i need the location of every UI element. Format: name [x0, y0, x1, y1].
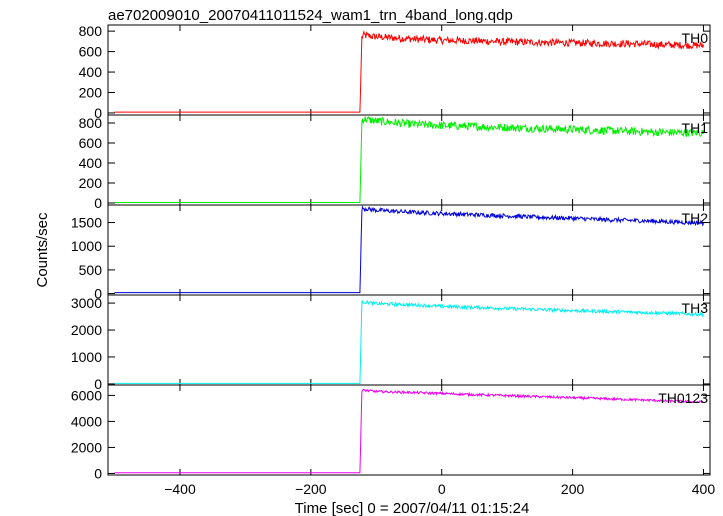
y-tick-label: 1500 [71, 215, 102, 231]
figure-title: ae702009010_20070411011524_wam1_trn_4ban… [108, 7, 513, 24]
y-tick-label: 3000 [71, 295, 102, 311]
series-line-th0123 [114, 388, 704, 474]
y-tick-label: 2000 [71, 322, 102, 338]
y-tick-label: 400 [79, 64, 103, 80]
y-tick-label: 6000 [71, 387, 102, 403]
series-name-label: TH0 [682, 30, 709, 46]
y-tick-label: 1000 [71, 238, 102, 254]
y-tick-label: 0 [94, 105, 102, 121]
x-tick-label: 0 [438, 481, 446, 497]
y-tick-label: 800 [79, 115, 103, 131]
y-tick-label: 0 [94, 376, 102, 392]
series-name-label: TH1 [682, 120, 709, 136]
panel-th0: 0 200 400 600 800 TH0 [79, 23, 711, 121]
x-tick-label: 400 [692, 481, 716, 497]
y-tick-label: 400 [79, 155, 103, 171]
x-tick-label: −400 [164, 481, 196, 497]
y-tick-label: 200 [79, 85, 103, 101]
panel-frame [107, 204, 711, 296]
y-tick-label: 600 [79, 44, 103, 60]
y-axis-label: Counts/sec [34, 212, 51, 288]
x-axis-tick-labels: −400 −200 0 200 400 [164, 481, 715, 497]
y-tick-label: 0 [94, 286, 102, 302]
series-name-label: TH0123 [658, 390, 708, 406]
x-axis-label: Time [sec] 0 = 2007/04/11 01:15:24 [295, 500, 530, 516]
y-tick-label: 4000 [71, 413, 102, 429]
panel-frame [107, 294, 711, 386]
series-line-th2 [114, 205, 704, 294]
series-line-th3 [114, 299, 704, 384]
panel-frame [107, 114, 711, 206]
panel-th2: 0 500 1000 1500 TH2 [71, 204, 711, 302]
series-name-label: TH3 [682, 300, 709, 316]
y-tick-label: 2000 [71, 439, 102, 455]
x-tick-label: −200 [295, 481, 327, 497]
series-line-th1 [114, 116, 704, 203]
panel-th0123: 0 2000 4000 6000 TH0123 [71, 384, 711, 481]
series-line-th0 [114, 29, 704, 113]
y-tick-label: 0 [94, 465, 102, 481]
panel-th3: 0 1000 2000 3000 TH3 [71, 294, 711, 392]
y-tick-label: 500 [79, 262, 103, 278]
y-tick-label: 1000 [71, 349, 102, 365]
y-tick-label: 200 [79, 175, 103, 191]
x-tick-label: 200 [561, 481, 585, 497]
series-name-label: TH2 [682, 210, 709, 226]
y-tick-label: 600 [79, 135, 103, 151]
panel-th1: 0 200 400 600 800 TH1 [79, 114, 711, 211]
y-tick-label: 800 [79, 23, 103, 39]
panel-frame [107, 384, 711, 476]
y-tick-label: 0 [94, 195, 102, 211]
panels-group: 0 200 400 600 800 TH0 0 200 400 600 800 TH1 0 500 1000… [71, 23, 711, 481]
